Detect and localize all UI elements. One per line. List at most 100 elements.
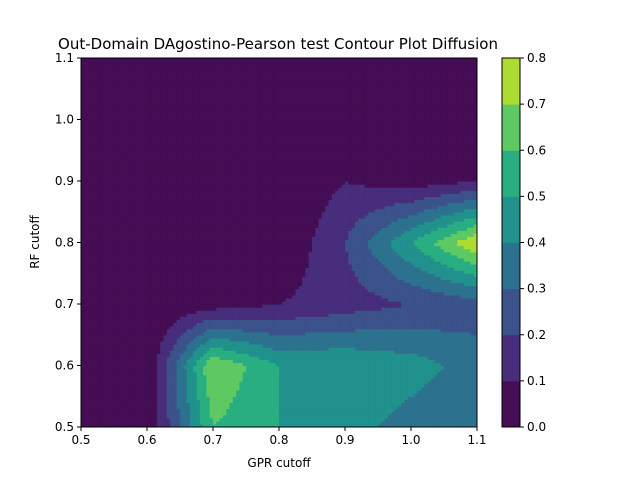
contour-cell [470,331,475,336]
contour-cell [160,331,165,336]
contour-cell [285,297,290,302]
contour-cell [173,331,178,336]
contour-cell [239,420,244,425]
contour-cell [90,387,95,391]
contour-cell [183,350,188,354]
contour-cell [384,316,389,320]
contour-cell [381,423,386,427]
contour-cell [453,387,458,391]
contour-cell [381,356,386,360]
contour-cell [364,377,369,382]
contour-cell [285,343,290,348]
contour-cell [114,387,118,391]
contour-cell [203,402,207,407]
contour-cell [348,307,353,311]
contour-cell [269,353,273,357]
contour-cell [262,377,267,382]
contour-cell [279,365,283,370]
contour-cell [166,396,171,400]
contour-cell [87,337,92,342]
contour-cell [384,356,389,360]
contour-cell [338,420,343,425]
contour-cell [424,377,429,382]
contour-cell [110,414,115,419]
contour-cell [137,368,141,373]
contour-cell [81,365,85,370]
contour-cell [242,353,247,357]
contour-cell [447,371,452,376]
contour-cell [308,331,313,336]
contour-cell [282,343,287,348]
contour-cell [424,353,429,357]
contour-cell [216,408,221,413]
contour-cell [414,408,419,413]
contour-cell [110,420,115,425]
contour-cell [325,319,330,324]
contour-cell [166,322,171,327]
contour-cell [292,334,297,339]
contour-cell [97,420,102,425]
contour-cell [130,423,135,427]
contour-cell [378,331,382,336]
contour-cell [176,411,181,416]
contour-cell [94,300,99,305]
contour-cell [259,365,264,370]
contour-cell [173,325,178,330]
contour-cell [114,371,118,376]
contour-cell [249,408,254,413]
contour-cell [147,325,151,330]
contour-cell [246,368,250,373]
contour-cell [249,371,254,376]
contour-cell [348,356,353,360]
contour-cell [463,340,468,345]
contour-cell [470,411,475,416]
contour-cell [440,405,445,410]
contour-cell [229,387,234,391]
contour-cell [404,420,409,425]
contour-cell [341,319,346,324]
contour-cell [90,408,95,413]
contour-cell [236,393,240,397]
contour-cell [265,350,270,354]
contour-cell [437,325,442,330]
contour-cell [404,359,409,364]
contour-cell [206,334,211,339]
contour-cell [282,420,287,425]
contour-cell [440,316,445,320]
contour-cell [312,325,316,330]
contour-cell [407,334,412,339]
contour-cell [140,340,145,345]
contour-cell [170,393,174,397]
contour-cell [345,347,349,351]
contour-cell [457,307,462,311]
contour-cell [295,343,300,348]
contour-cell [434,383,438,388]
contour-cell [368,359,372,364]
contour-cell [282,371,287,376]
contour-cell [417,390,422,394]
contour-cell [335,350,339,354]
contour-cell [110,365,115,370]
contour-cell [143,390,148,394]
contour-cell [160,393,165,397]
contour-cell [252,368,257,373]
contour-cell [450,402,455,407]
contour-cell [361,307,366,311]
contour-cell [150,331,155,336]
contour-cell [160,307,165,311]
contour-cell [282,340,287,345]
contour-cell [203,300,207,305]
contour-cell [437,304,442,308]
contour-cell [229,340,234,345]
contour-cell [163,393,168,397]
contour-cell [354,387,359,391]
contour-cell [420,393,425,397]
contour-cell [84,307,89,311]
contour-cell [434,414,438,419]
contour-cell [397,325,402,330]
contour-cell [242,331,247,336]
contour-cell [430,365,435,370]
contour-cell [249,353,254,357]
contour-cell [321,325,326,330]
contour-cell [434,343,438,348]
